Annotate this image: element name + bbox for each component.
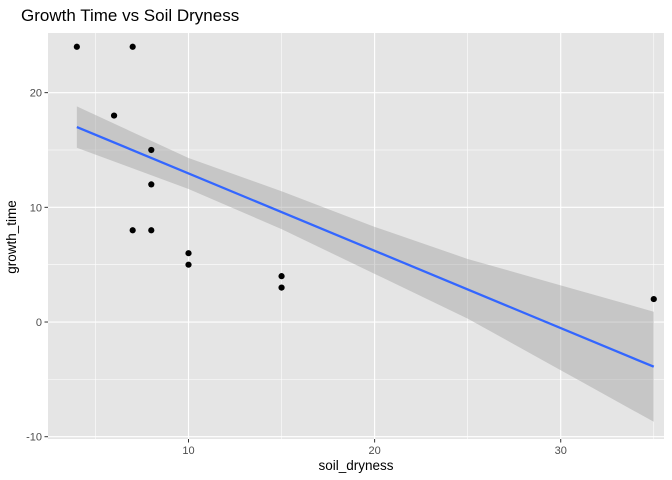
- x-tick-label: 30: [555, 445, 567, 457]
- data-point: [148, 227, 155, 234]
- data-point: [185, 261, 192, 268]
- data-point: [129, 43, 136, 50]
- x-tick-label: 10: [182, 445, 194, 457]
- data-point: [129, 227, 136, 234]
- y-axis-title: growth_time: [4, 200, 19, 274]
- data-point: [650, 295, 657, 303]
- chart-title: Growth Time vs Soil Dryness: [21, 6, 239, 25]
- y-tick-label: 10: [30, 202, 42, 214]
- data-point: [185, 250, 192, 257]
- plot-panel: [48, 33, 664, 439]
- regression-line: [76, 125, 655, 368]
- data-point: [148, 181, 155, 188]
- data-point: [148, 146, 155, 154]
- x-tick-label: 20: [368, 445, 380, 457]
- y-tick-label: 20: [30, 88, 42, 100]
- data-point: [110, 112, 118, 119]
- x-axis-title: soil_dryness: [318, 458, 393, 473]
- confidence-band: [76, 106, 654, 422]
- y-tick-label: 0: [36, 317, 42, 329]
- data-point: [73, 43, 80, 50]
- data-point: [278, 284, 285, 291]
- plot-area: 10 20 30 -10 0 10 20: [26, 33, 664, 457]
- y-tick-label: -10: [26, 432, 42, 444]
- data-point: [278, 273, 285, 280]
